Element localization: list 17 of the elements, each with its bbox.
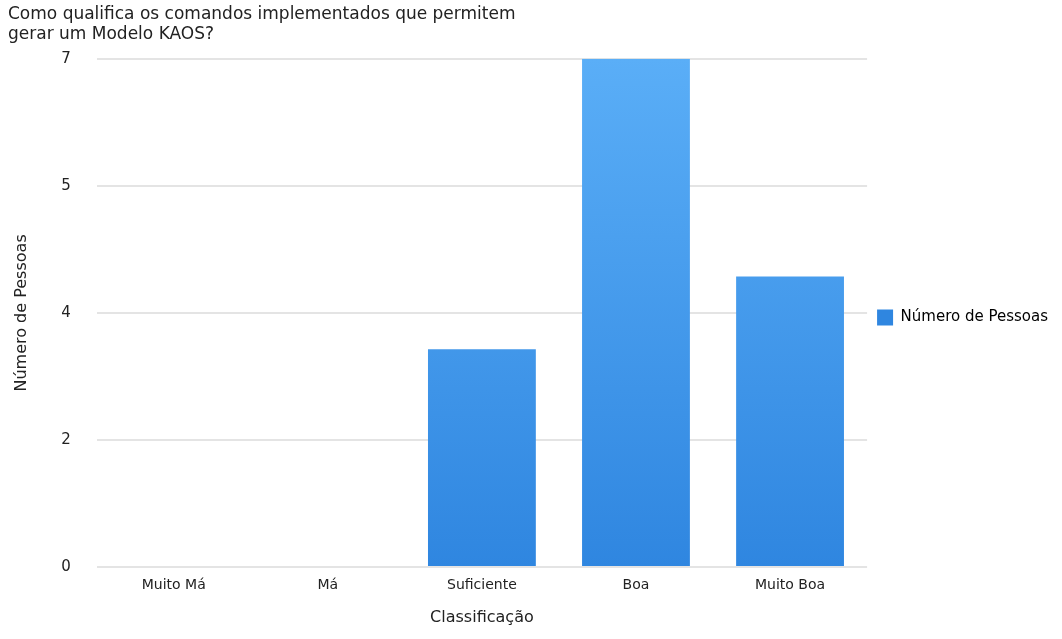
y-tick-label: 0 [61, 556, 71, 575]
y-tick-label: 5 [61, 175, 71, 194]
x-tick-label: Suficiente [447, 576, 517, 593]
y-tick-label: 4 [61, 302, 71, 321]
legend-label: Número de Pessoas [900, 307, 1049, 326]
y-axis-title: Número de Pessoas [10, 234, 30, 392]
x-axis-title: Classificação [430, 606, 534, 626]
x-tick-label: Muito Boa [754, 576, 826, 593]
chart-title: Como qualifica os comandos implementados que permitem gerar um Modelo KAOS? [8, 2, 516, 44]
y-tick-label: 7 [61, 48, 71, 67]
bar [582, 58, 690, 566]
bar [427, 349, 536, 566]
x-tick-label: Boa [622, 576, 650, 593]
x-tick-label: Muito Má [141, 576, 206, 593]
x-tick-label: Má [317, 576, 339, 593]
y-tick-label: 2 [61, 429, 71, 448]
bar [736, 276, 844, 566]
